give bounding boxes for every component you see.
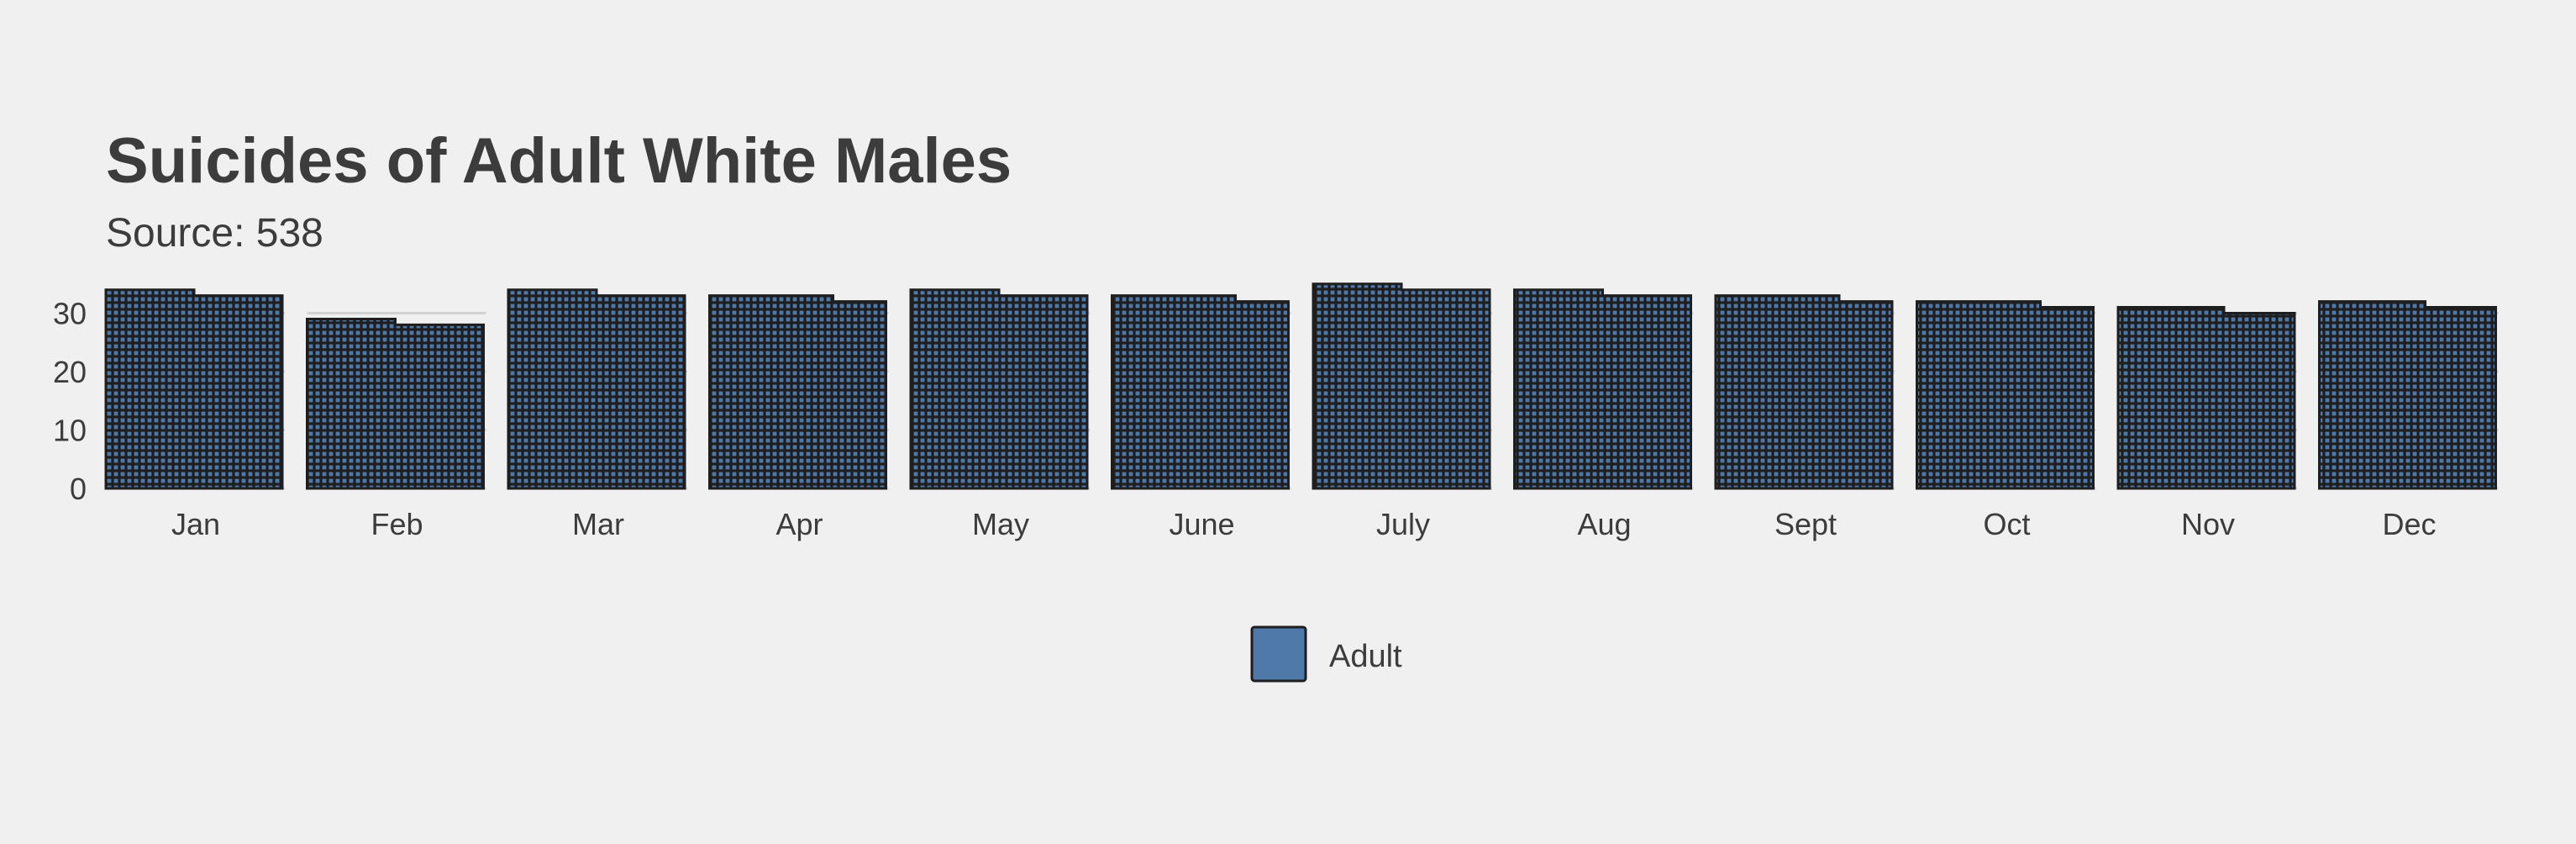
x-tick-label: Nov: [2181, 507, 2235, 541]
bar-mar: [507, 288, 686, 490]
x-tick-label: Aug: [1577, 507, 1631, 541]
legend-swatch: [1250, 625, 1307, 683]
bar-july: [1312, 282, 1491, 490]
bar-may: [909, 288, 1089, 490]
x-tick-label: June: [1169, 507, 1234, 541]
legend-label: Adult: [1329, 639, 1402, 674]
legend: Adult: [1250, 625, 1402, 683]
bar-dec: [2318, 300, 2497, 490]
y-tick-label: 30: [53, 297, 87, 331]
bar-apr: [708, 294, 887, 490]
x-axis: Jan Feb Mar Apr May June July Aug Sept Oct Nov Dec: [171, 507, 2437, 541]
bar-feb: [306, 317, 485, 490]
bar-oct: [1916, 300, 2095, 490]
x-tick-label: Jan: [171, 507, 220, 541]
y-tick-label: 20: [53, 355, 87, 389]
bar-jan: [104, 288, 284, 490]
y-tick-label: 10: [53, 414, 87, 448]
y-axis: 0 10 20 30: [53, 297, 87, 507]
bar-nov: [2116, 306, 2296, 490]
bar-sept: [1714, 294, 1894, 490]
x-tick-label: July: [1376, 507, 1430, 541]
y-tick-label: 0: [70, 472, 87, 506]
bars: [104, 282, 2497, 490]
bar-aug: [1513, 288, 1692, 490]
x-tick-label: Dec: [2382, 507, 2436, 541]
x-tick-label: Sept: [1774, 507, 1837, 541]
chart-title: Suicides of Adult White Males: [106, 125, 1012, 197]
bar-june: [1111, 294, 1290, 490]
x-tick-label: May: [972, 507, 1029, 541]
x-tick-label: Mar: [572, 507, 624, 541]
x-tick-label: Oct: [1983, 507, 2030, 541]
chart-subtitle: Source: 538: [106, 211, 323, 256]
x-tick-label: Apr: [775, 507, 823, 541]
x-tick-label: Feb: [371, 507, 423, 541]
